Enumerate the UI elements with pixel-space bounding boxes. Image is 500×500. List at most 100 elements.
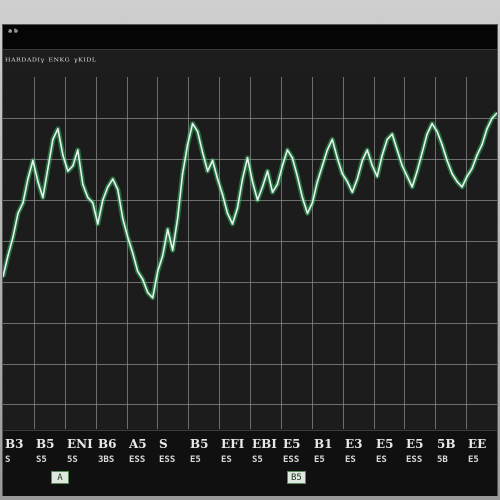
data-point	[401, 165, 404, 167]
ticker-sub: E5	[190, 455, 201, 465]
ticker-code[interactable]: ENI	[67, 437, 93, 451]
data-point	[236, 207, 239, 209]
data-point	[156, 270, 159, 273]
data-point	[201, 151, 204, 154]
data-point	[82, 183, 84, 186]
data-point	[336, 157, 339, 159]
window-title: ᵃᵇ	[7, 28, 20, 39]
data-point	[241, 178, 244, 180]
ticker-code[interactable]: B3	[5, 437, 24, 451]
data-point	[346, 180, 349, 183]
data-point	[276, 183, 279, 186]
data-point	[416, 170, 419, 172]
ticker-code[interactable]: EFI	[221, 437, 245, 451]
data-point	[466, 175, 468, 178]
data-point	[356, 178, 359, 180]
data-point	[77, 149, 79, 151]
data-point	[166, 228, 169, 230]
point-layer	[3, 112, 497, 299]
data-point	[271, 191, 274, 193]
data-point	[57, 128, 59, 130]
data-point	[316, 180, 319, 183]
data-point	[131, 252, 134, 254]
data-point	[22, 202, 24, 204]
data-point	[97, 223, 99, 225]
ticker-sub: 5S	[67, 455, 78, 465]
data-point	[27, 178, 29, 180]
ticker-sub: 5B	[437, 455, 448, 465]
data-point	[112, 178, 114, 180]
data-point	[92, 202, 94, 204]
ticker-code[interactable]: EE	[468, 437, 487, 451]
ticker-sub: E5	[314, 455, 325, 465]
data-point	[176, 217, 179, 220]
line-chart	[3, 77, 497, 429]
series-line-0	[3, 112, 497, 299]
data-point	[451, 172, 453, 175]
ticker-tab[interactable]: A	[51, 471, 69, 484]
data-point	[421, 151, 424, 154]
data-point	[381, 154, 384, 156]
data-point	[406, 175, 409, 178]
data-point	[496, 112, 497, 114]
data-point	[481, 143, 483, 146]
data-point	[266, 170, 269, 172]
ticker-code[interactable]: B6	[98, 437, 117, 451]
ticker-code[interactable]: B5	[36, 437, 55, 451]
data-point	[311, 202, 314, 204]
ticker-code[interactable]: EBI	[252, 437, 277, 451]
ticker-sub: ESS	[129, 455, 146, 465]
data-point	[181, 172, 184, 175]
ticker-sub: ESS	[159, 455, 176, 465]
data-point	[301, 196, 304, 199]
data-point	[431, 122, 433, 125]
ticker-code[interactable]: E5	[406, 437, 424, 451]
data-point	[72, 165, 74, 167]
data-point	[326, 149, 329, 151]
data-point	[221, 194, 224, 196]
data-point	[251, 180, 254, 183]
ticker-sub: 3BS	[98, 455, 115, 465]
ticker-code[interactable]: S	[159, 437, 168, 451]
data-point	[226, 212, 229, 215]
ticker-sub: ESS	[283, 455, 300, 465]
ticker-code[interactable]: B5	[190, 437, 209, 451]
ticker-code[interactable]: E5	[376, 437, 394, 451]
data-point	[161, 254, 164, 257]
data-point	[491, 117, 493, 120]
data-point	[17, 212, 19, 215]
ticker-code[interactable]: A5	[129, 437, 147, 451]
data-point	[37, 180, 39, 183]
data-point	[62, 154, 64, 156]
ticker-tab[interactable]: B5	[287, 471, 306, 484]
data-point	[476, 154, 478, 156]
data-point	[7, 254, 9, 257]
ticker-strip: B3 B5 ENI B6 A5 S B5 EFI EBI E5 B1 E3 E5 E5 5B EE S S5 5S 3…	[3, 430, 497, 496]
ticker-sub: ES	[345, 455, 356, 465]
data-point	[146, 291, 149, 294]
data-point	[47, 167, 49, 170]
data-point	[321, 165, 324, 167]
ticker-sub: S	[5, 455, 11, 465]
data-point	[246, 157, 249, 159]
data-point	[122, 217, 124, 220]
data-point	[67, 170, 69, 172]
ticker-code[interactable]: B1	[314, 437, 333, 451]
data-point	[291, 157, 294, 159]
ticker-sub: ESS	[406, 455, 423, 465]
data-point	[261, 186, 264, 188]
data-point	[306, 212, 309, 215]
data-point	[391, 133, 394, 135]
ticker-sub: S5	[252, 455, 263, 465]
ticker-code[interactable]: E5	[283, 437, 301, 451]
data-point	[281, 165, 284, 167]
data-point	[386, 138, 389, 141]
chart-header: ᴴᴬᴿᴰᴬᴰᴵᵞ ᴱᴺᴷᴳ ᵞᴷᴵᴰᴸ	[3, 51, 497, 77]
ticker-code[interactable]: E3	[345, 437, 363, 451]
data-point	[341, 172, 344, 175]
data-point	[366, 149, 369, 151]
data-point	[117, 188, 119, 191]
series-layer	[3, 111, 497, 301]
ticker-code[interactable]: 5B	[437, 437, 456, 451]
chart-caption: ᴴᴬᴿᴰᴬᴰᴵᵞ ᴱᴺᴷᴳ ᵞᴷᴵᴰᴸ	[5, 57, 97, 68]
